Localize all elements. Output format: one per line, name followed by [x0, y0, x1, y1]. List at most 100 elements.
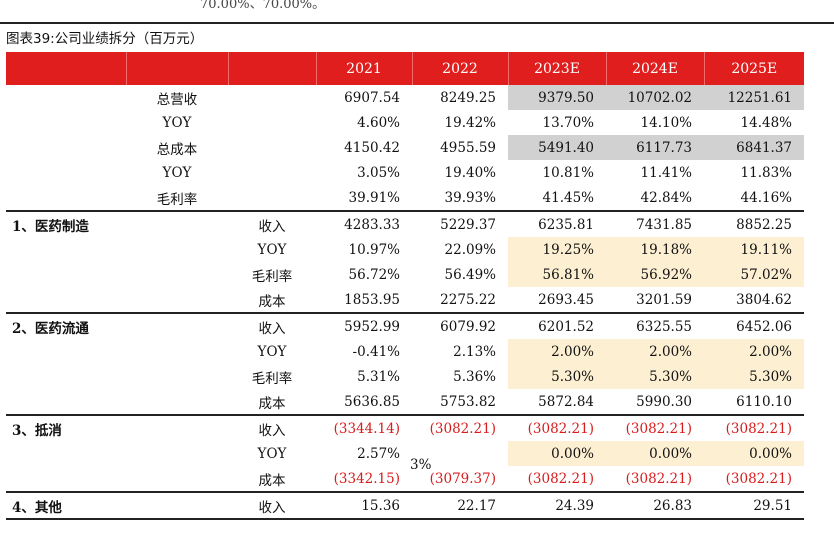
header-blank-2	[125, 52, 228, 85]
metric-label: 毛利率	[156, 191, 198, 208]
section-row: 3、抵消 收入 (3344.14) (3082.21) (3082.21) (3…	[6, 414, 804, 441]
cell: 10.97%	[348, 241, 400, 258]
metric-label: 总营收	[156, 91, 198, 108]
cell: 12251.61	[704, 85, 804, 110]
cell: 15.36	[316, 491, 412, 520]
cell: 19.18%	[606, 237, 704, 262]
cell: (3082.21)	[412, 414, 508, 441]
sub-label: 成本	[258, 293, 286, 310]
cell: 5.30%	[606, 364, 704, 389]
section-label: 2、医药流通	[6, 312, 126, 339]
cell: 2275.22	[440, 291, 496, 308]
cell: 29.51	[704, 491, 804, 520]
cell: (3082.21)	[725, 470, 792, 487]
sub-label: 毛利率	[251, 268, 293, 285]
cell: 2.00%	[508, 339, 606, 364]
cell: (3342.15)	[333, 470, 400, 487]
cell: 4.60%	[357, 114, 400, 131]
cell: 5.30%	[704, 364, 804, 389]
cell: 9379.50	[508, 85, 606, 110]
cell: (3082.21)	[625, 470, 692, 487]
cell: 6235.81	[508, 210, 606, 237]
header-year-2021: 2021	[315, 52, 412, 85]
sub-label: 毛利率	[251, 370, 293, 387]
cell: 7431.85	[606, 210, 704, 237]
cell: (3082.21)	[606, 414, 704, 441]
cell: 6841.37	[704, 135, 804, 160]
cell: 5872.84	[538, 393, 594, 410]
cell: 0.00%	[704, 441, 804, 466]
cell: 41.45%	[542, 189, 594, 206]
overlap-text-fragment: 3%	[410, 457, 432, 473]
summary-row-cost: 总成本 4150.42 4955.59 5491.40 6117.73 6841…	[6, 135, 804, 160]
cell: (3079.37)	[429, 470, 496, 487]
cell: 4150.42	[344, 139, 400, 156]
header-year-2025e: 2025E	[703, 52, 804, 85]
cell: 26.83	[606, 491, 704, 520]
section-row: YOY 10.97% 22.09% 19.25% 19.18% 19.11%	[6, 237, 804, 262]
section-row: YOY -0.41% 2.13% 2.00% 2.00% 2.00%	[6, 339, 804, 364]
cell: 56.81%	[508, 262, 606, 287]
cell: 2.00%	[704, 339, 804, 364]
cell: 14.10%	[640, 114, 692, 131]
cell: 5229.37	[412, 210, 508, 237]
cell: 11.83%	[740, 164, 792, 181]
cell: 0.00%	[606, 441, 704, 466]
cell: 56.72%	[348, 266, 400, 283]
sub-label: 收入	[228, 312, 316, 339]
summary-row-margin: 毛利率 39.91% 39.93% 41.45% 42.84% 44.16%	[6, 185, 804, 211]
metric-label: 总成本	[156, 141, 198, 158]
cell: 5990.30	[636, 393, 692, 410]
cell: -0.41%	[352, 343, 400, 360]
cell: (3082.21)	[704, 414, 804, 441]
sub-label: 成本	[258, 395, 286, 412]
cell: 5491.40	[508, 135, 606, 160]
cell: 6452.06	[704, 312, 804, 339]
header-year-2024e: 2024E	[605, 52, 704, 85]
header-blank-3	[227, 52, 316, 85]
cell: 6110.10	[736, 393, 792, 410]
title-rule	[0, 22, 834, 24]
sub-label: 收入	[228, 210, 316, 237]
cell: 22.17	[412, 491, 508, 520]
cell: 5952.99	[316, 312, 412, 339]
top-note: 70.00%、70.00%。	[200, 0, 326, 12]
cell: 13.70%	[542, 114, 594, 131]
sub-label: 收入	[228, 491, 316, 520]
cell: 6201.52	[508, 312, 606, 339]
cell: 39.93%	[444, 189, 496, 206]
cell: 8852.25	[704, 210, 804, 237]
cell: (3082.21)	[508, 414, 606, 441]
cell: 5.30%	[508, 364, 606, 389]
cell: 6117.73	[606, 135, 704, 160]
header-row: 2021 2022 2023E 2024E 2025E	[6, 52, 804, 85]
cell: 4283.33	[316, 210, 412, 237]
section-row: 毛利率 5.31% 5.36% 5.30% 5.30% 5.30%	[6, 364, 804, 389]
cell: 0.00%	[508, 441, 606, 466]
section-row: 4、其他 收入 15.36 22.17 24.39 26.83 29.51	[6, 491, 804, 520]
cell: 2.57%	[357, 445, 400, 462]
cell: 8249.25	[440, 89, 496, 106]
cell: 56.92%	[606, 262, 704, 287]
sub-label: 收入	[228, 414, 316, 441]
cell: 3.05%	[357, 164, 400, 181]
summary-row-revenue-yoy: YOY 4.60% 19.42% 13.70% 14.10% 14.48%	[6, 110, 804, 135]
cell: 44.16%	[740, 189, 792, 206]
summary-row-revenue: 总营收 6907.54 8249.25 9379.50 10702.02 122…	[6, 85, 804, 110]
cell: 5.36%	[453, 368, 496, 385]
cell: (3082.21)	[527, 470, 594, 487]
cell: 5.31%	[357, 368, 400, 385]
section-row: 成本 1853.95 2275.22 2693.45 3201.59 3804.…	[6, 287, 804, 313]
sub-label: YOY	[257, 445, 287, 462]
cell: 3201.59	[636, 291, 692, 308]
section-row: 毛利率 56.72% 56.49% 56.81% 56.92% 57.02%	[6, 262, 804, 287]
cell: 1853.95	[344, 291, 400, 308]
cell: 2.13%	[453, 343, 496, 360]
sub-label: YOY	[257, 241, 287, 258]
cell: 5636.85	[344, 393, 400, 410]
header-blank-1	[6, 52, 126, 85]
metric-label: YOY	[162, 164, 192, 181]
header-year-2022: 2022	[411, 52, 508, 85]
section-row: 2、医药流通 收入 5952.99 6079.92 6201.52 6325.5…	[6, 312, 804, 339]
cell: 2.00%	[606, 339, 704, 364]
